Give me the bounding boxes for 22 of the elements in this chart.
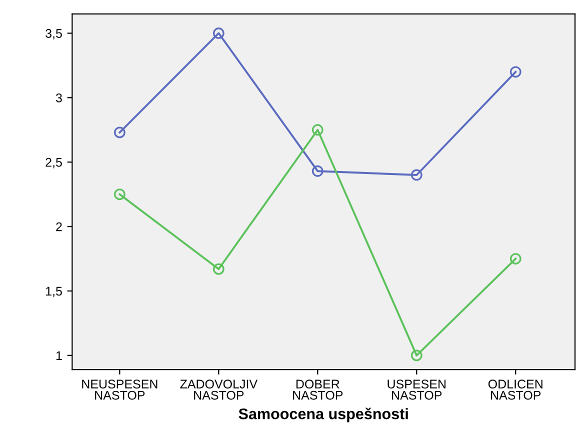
x-tick-label: ZADOVOLJIV NASTOP	[180, 380, 258, 400]
point	[510, 66, 522, 78]
y-tick-label: 2,5	[46, 158, 62, 168]
point	[410, 350, 422, 362]
point	[212, 263, 224, 275]
x-tick-label: ODLICEN NASTOP	[488, 380, 542, 400]
x-tick-label: DOBER NASTOP	[293, 380, 343, 400]
y-tick-label: 1	[56, 351, 62, 360]
point	[510, 253, 522, 264]
point	[410, 169, 422, 181]
x-axis-title: Samoocena uspešnosti	[238, 408, 408, 422]
y-tick-label: 1,5	[46, 286, 62, 298]
x-tick-label: NEUSPESEN NASTOP	[82, 380, 158, 400]
y-tick-label: 2	[56, 222, 62, 232]
point	[114, 188, 126, 200]
point	[312, 165, 324, 177]
point	[312, 124, 324, 136]
y-tick-label: 3,5	[46, 29, 62, 40]
point	[212, 28, 224, 39]
y-tick-label: 3	[56, 93, 62, 102]
x-tick-label: USPESEN NASTOP	[388, 380, 446, 400]
point	[114, 126, 126, 138]
